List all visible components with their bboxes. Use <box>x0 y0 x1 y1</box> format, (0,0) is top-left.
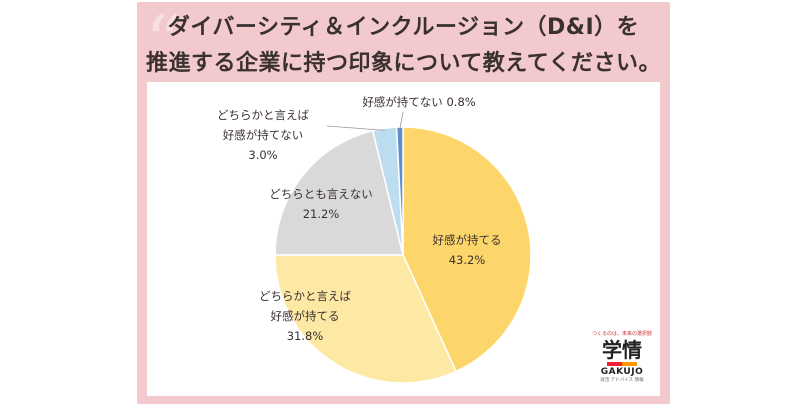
logo-roman: GAKUJO <box>600 367 644 377</box>
leader-line-slice-3 <box>326 125 385 131</box>
slice-label-s0-line-1: 43.2% <box>449 253 486 267</box>
logo-tagline: つくるのは、未来の選択肢 <box>592 331 652 337</box>
leader-line-slice-4 <box>399 111 404 130</box>
slice-label-s2-line-1: 21.2% <box>303 207 340 221</box>
slice-label-s3-line-0: どちらかと言えば <box>217 108 309 122</box>
slice-label-s0: 好感が持てる 43.2% <box>433 233 502 267</box>
chart-panel: 好感が持てる 43.2% どちらかと言えば好感が持てる 31.8% どちらとも言えない 2… <box>147 82 660 396</box>
slice-label-s0-line-0: 好感が持てる <box>433 233 502 247</box>
decorative-quote-mark: “ <box>145 0 182 84</box>
slice-label-s2-line-0: どちらとも言えない <box>269 187 373 201</box>
logo-kanji: 学情 <box>602 338 642 362</box>
slice-label-s1-line-2: 31.8% <box>287 329 324 343</box>
title-line-1: ダイバーシティ＆インクルージョン（D&I）を <box>167 15 640 40</box>
gakujo-logo: つくるのは、未来の選択肢 学情 GAKUJO 就活 アドバイス 情報 <box>592 330 652 388</box>
pie-slice-4 <box>395 126 404 256</box>
chart-title: ダイバーシティ＆インクルージョン（D&I）を 推進する企業に持つ印象について教え… <box>145 10 662 82</box>
logo-sub: 就活 アドバイス 情報 <box>600 378 644 383</box>
pie-slice-0 <box>402 126 532 373</box>
slice-label-s1-line-0: どちらかと言えば <box>259 289 351 303</box>
slice-label-s2: どちらとも言えない 21.2% <box>269 187 373 221</box>
slice-label-s3-line-2: 3.0% <box>248 148 277 162</box>
logo-color-bar <box>607 362 637 366</box>
pie-slice-1 <box>274 254 458 384</box>
slice-label-s1: どちらかと言えば好感が持てる 31.8% <box>259 289 351 343</box>
pie-slice-2 <box>274 129 404 256</box>
title-line-2: 推進する企業に持つ印象について教えてください。 <box>145 51 662 76</box>
pie-chart: 好感が持てる 43.2%どちらかと言えば好感が持てる 31.8%どちらとも言えない 2… <box>217 95 532 384</box>
slice-label-s3: どちらかと言えば好感が持てない 3.0% <box>217 108 309 162</box>
slice-label-s4: 好感が持てない 0.8% <box>362 95 475 109</box>
slice-label-s1-line-1: 好感が持てる <box>271 309 340 323</box>
slice-label-s3-line-1: 好感が持てない <box>223 128 304 142</box>
slice-label-s4-line-0: 好感が持てない 0.8% <box>362 95 475 109</box>
chart-frame: “ ダイバーシティ＆インクルージョン（D&I）を 推進する企業に持つ印象について… <box>137 2 670 404</box>
